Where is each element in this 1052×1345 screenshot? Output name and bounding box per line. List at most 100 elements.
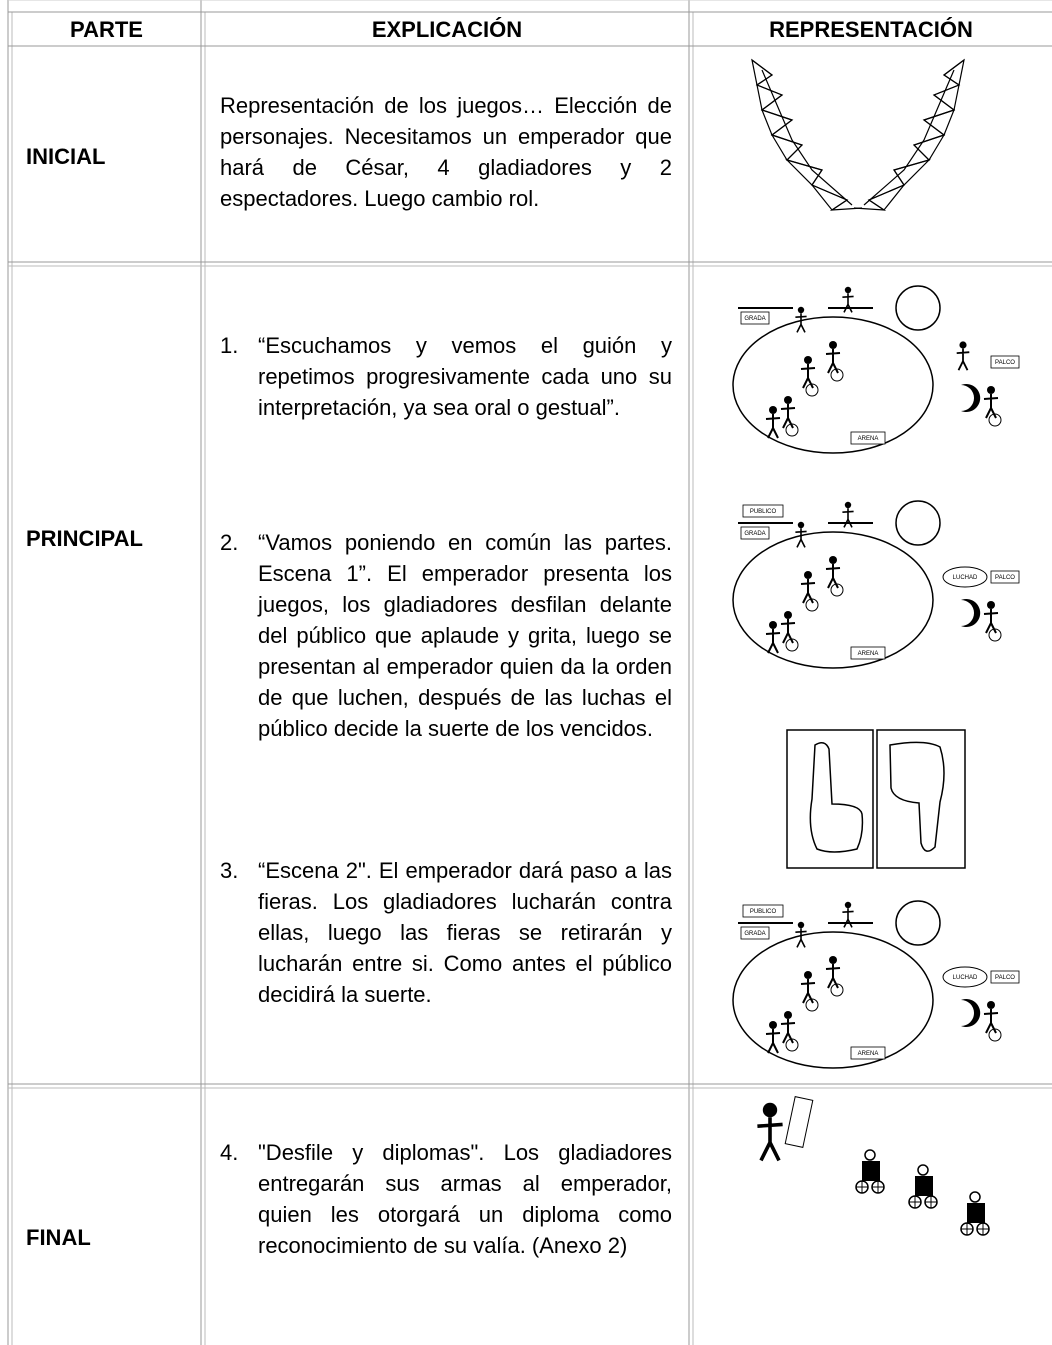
pictogram-label: GRADA xyxy=(744,531,765,537)
header-cell: EXPLICACIÓN xyxy=(371,17,523,42)
arena xyxy=(732,316,934,454)
moon xyxy=(895,285,941,331)
scene: GRADA ARENA PALCO xyxy=(732,285,1020,454)
head xyxy=(804,971,812,979)
item-number: 4. xyxy=(220,1140,239,1165)
body xyxy=(915,1176,933,1196)
body xyxy=(780,1019,796,1044)
diploma xyxy=(784,1096,814,1148)
head xyxy=(844,901,852,909)
pictogram-label: GRADA xyxy=(744,316,765,322)
spoke xyxy=(856,1181,868,1193)
head xyxy=(917,1164,929,1176)
label-box xyxy=(850,431,886,445)
pictogram-label: PALCO xyxy=(995,975,1015,981)
head xyxy=(829,956,837,964)
body xyxy=(842,293,854,313)
spoke xyxy=(961,1223,973,1235)
head xyxy=(844,501,852,509)
part-label: PRINCIPAL xyxy=(26,526,143,551)
wheel xyxy=(805,598,819,612)
arena xyxy=(732,931,934,1069)
head xyxy=(844,286,852,294)
head xyxy=(797,921,805,929)
head xyxy=(829,341,837,349)
body xyxy=(780,619,796,644)
head xyxy=(797,521,805,529)
body xyxy=(956,348,970,371)
leaf xyxy=(893,158,932,186)
label-box xyxy=(990,970,1020,984)
head xyxy=(804,571,812,579)
pictogram-label: PUBLICO xyxy=(750,509,777,515)
leaf xyxy=(932,84,960,112)
frame xyxy=(876,729,966,869)
pictogram-label: PUBLICO xyxy=(750,909,777,915)
pictogram-label: LUCHAD xyxy=(953,575,978,581)
laurel-leaves xyxy=(853,59,965,211)
header-cell: PARTE xyxy=(70,17,143,42)
pictogram-label: ARENA xyxy=(858,436,879,442)
pictogram-label: ARENA xyxy=(858,651,879,657)
head xyxy=(784,396,792,404)
speech xyxy=(942,566,988,588)
head xyxy=(959,341,967,349)
thumbs xyxy=(786,729,966,869)
wheel xyxy=(988,413,1002,427)
thumb-down xyxy=(889,741,945,852)
laurel-stem xyxy=(761,69,853,206)
laurel xyxy=(751,58,863,211)
item-number: 1. xyxy=(220,333,239,358)
label-box xyxy=(990,355,1020,369)
wheel xyxy=(830,983,844,997)
arena xyxy=(732,531,934,669)
label-box xyxy=(742,504,784,518)
item-number: 2. xyxy=(220,530,239,555)
pictogram-label: PALCO xyxy=(995,575,1015,581)
head xyxy=(797,306,805,314)
scene: PUBLICO GRADA ARENA LUCHAD PALCO xyxy=(732,900,1020,1069)
spoke xyxy=(872,1181,884,1193)
crescent xyxy=(961,384,981,412)
item-text: "Desfile y diplomas". Los gladiadores en… xyxy=(258,1140,672,1258)
spoke xyxy=(977,1223,989,1235)
part-label: INICIAL xyxy=(26,144,106,169)
item-text: “Vamos poniendo en común las partes. Esc… xyxy=(258,530,672,741)
head xyxy=(987,386,995,394)
body xyxy=(967,1203,985,1223)
head xyxy=(784,611,792,619)
scene: PUBLICO GRADA ARENA LUCHAD PALCO xyxy=(732,500,1020,669)
thumb-up xyxy=(809,742,864,853)
body xyxy=(983,394,999,419)
leaf xyxy=(770,133,804,161)
head xyxy=(987,1001,995,1009)
leaf xyxy=(922,109,956,136)
body xyxy=(795,928,807,948)
body xyxy=(862,1161,880,1181)
wheel xyxy=(830,583,844,597)
head xyxy=(829,556,837,564)
wheel xyxy=(805,383,819,397)
label-box xyxy=(742,904,784,918)
body xyxy=(800,979,816,1004)
moon xyxy=(895,900,941,946)
body xyxy=(765,414,781,439)
laurel xyxy=(853,58,965,211)
explanation: Representación de los juegos… Elección d… xyxy=(220,93,672,211)
head xyxy=(769,1021,777,1029)
head xyxy=(762,1102,778,1118)
wheel xyxy=(785,1038,799,1052)
body xyxy=(795,313,807,333)
head xyxy=(784,1011,792,1019)
leaf xyxy=(867,184,905,211)
laurel-stem xyxy=(863,69,955,206)
spoke xyxy=(925,1196,937,1208)
item-text: “Escena 2". El emperador dará paso a las… xyxy=(258,858,672,1007)
head xyxy=(769,406,777,414)
wheel xyxy=(988,628,1002,642)
label-box xyxy=(850,1046,886,1060)
head xyxy=(769,621,777,629)
body xyxy=(825,964,841,989)
